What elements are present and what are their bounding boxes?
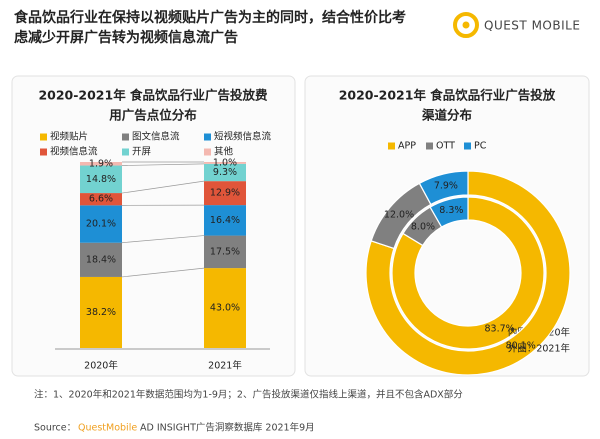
source-brand: QuestMobile	[78, 423, 137, 434]
legend-swatch	[122, 148, 129, 156]
bar-segment	[204, 162, 246, 164]
chart-title: 用广告点位分布	[108, 108, 197, 123]
footnote: 注：1、2020年和2021年数据范围均为1-9月；2、广告投放渠道仅指线上渠道…	[34, 389, 463, 401]
legend-swatch	[40, 148, 47, 156]
value-label: 43.0%	[210, 303, 240, 314]
legend-swatch	[122, 133, 129, 141]
value-label: 17.5%	[210, 246, 240, 257]
bar-segment	[204, 163, 246, 182]
value-label: 9.3%	[213, 167, 237, 178]
bar-segment	[204, 181, 246, 206]
logo-icon	[453, 12, 479, 38]
chart-title: 2020-2021年 食品饮品行业广告投放	[339, 88, 556, 103]
bar-segment	[80, 162, 122, 166]
value-label: 1.0%	[213, 157, 237, 168]
legend-label: 短视频信息流	[214, 131, 272, 143]
connector	[121, 163, 205, 166]
bar-segment	[204, 268, 246, 348]
donut-segment	[429, 196, 469, 228]
chart-title: 2020-2021年 食品饮品行业广告投放费	[38, 88, 268, 103]
value-label: 12.9%	[210, 188, 240, 199]
source-text: AD INSIGHT广告洞察数据库 2021年9月	[140, 422, 315, 434]
connector	[121, 180, 205, 194]
value-label: 1.9%	[89, 158, 113, 169]
value-label: 80.1%	[506, 340, 536, 351]
value-label: 7.9%	[434, 180, 458, 191]
bar-segment	[80, 242, 122, 277]
legend-label: 视频贴片	[50, 131, 88, 143]
value-label: 18.4%	[86, 254, 116, 265]
chart-title: 渠道分布	[422, 108, 473, 123]
legend-swatch	[426, 142, 433, 150]
legend-swatch	[40, 133, 47, 141]
legend-swatch	[204, 133, 211, 141]
value-label: 20.1%	[86, 219, 116, 230]
value-label: 8.3%	[439, 205, 463, 216]
logo-text: QUEST MOBILE	[484, 19, 580, 33]
value-label: 8.0%	[411, 221, 435, 232]
legend-label: OTT	[436, 141, 455, 152]
x-tick-label: 2020年	[84, 360, 118, 372]
legend-label: 其他	[214, 146, 234, 158]
value-label: 38.2%	[86, 307, 116, 318]
source-label: Source：	[34, 423, 76, 434]
connector	[121, 267, 205, 278]
legend-label: 视频信息流	[50, 146, 98, 158]
page-title: 食品饮品行业在保持以视频贴片广告为主的同时，结合性价比考	[14, 9, 406, 26]
value-label: 6.6%	[89, 194, 113, 205]
connector	[121, 235, 205, 244]
donut-segment	[391, 196, 545, 350]
donut-segment	[418, 170, 469, 206]
bar-segment	[80, 205, 122, 243]
logo-icon	[462, 21, 470, 29]
value-label: 83.7%	[485, 324, 515, 335]
bar-segment	[80, 165, 122, 194]
ring-caption: 外圈：2021年	[508, 343, 571, 355]
value-label: 12.0%	[384, 210, 414, 221]
legend-label: 开屏	[132, 147, 151, 158]
bar-segment	[80, 276, 122, 348]
legend-swatch	[464, 142, 471, 150]
value-label: 16.4%	[210, 215, 240, 226]
legend-label: PC	[474, 141, 487, 152]
legend-swatch	[204, 148, 211, 156]
page-title: 虑减少开屏广告转为视频信息流广告	[14, 29, 238, 46]
x-tick-label: 2021年	[208, 360, 242, 372]
value-label: 14.8%	[86, 174, 116, 185]
bar-segment	[204, 205, 246, 236]
legend-label: APP	[398, 141, 416, 152]
donut-segment	[365, 170, 571, 376]
bar-segment	[80, 193, 122, 206]
legend-label: 图文信息流	[132, 131, 180, 143]
bar-segment	[204, 235, 246, 269]
legend-swatch	[388, 142, 395, 150]
